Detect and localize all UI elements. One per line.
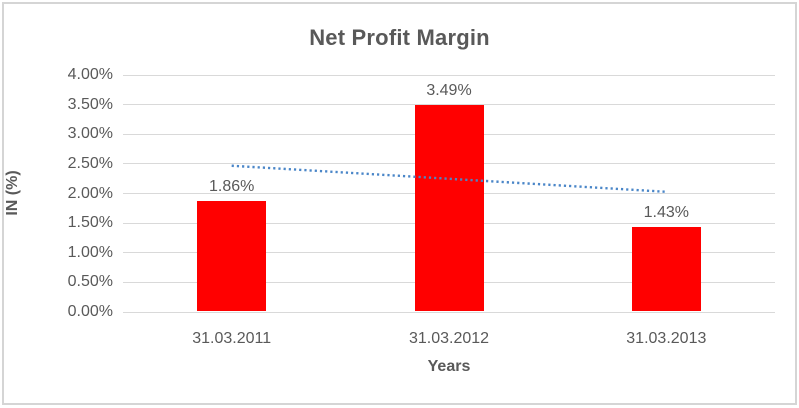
bar-31.03.2011 — [197, 201, 267, 312]
gridline — [123, 104, 775, 106]
y-tick-label: 3.00% — [67, 125, 113, 143]
bar-data-label: 1.86% — [208, 178, 255, 196]
bar-31.03.2012 — [414, 104, 484, 312]
x-category-label: 31.03.2011 — [192, 330, 272, 347]
y-tick-label: 2.50% — [67, 154, 113, 172]
y-tick-label: 1.50% — [67, 214, 113, 232]
bar-31.03.2013 — [631, 226, 701, 312]
chart-title: Net Profit Margin — [309, 25, 490, 50]
y-tick-label: 3.50% — [67, 95, 113, 113]
gridline — [123, 74, 775, 76]
y-axis-title: IN (%) — [4, 170, 21, 216]
x-axis-title: Years — [427, 358, 471, 375]
y-tick-label: 2.00% — [67, 184, 113, 202]
bar-data-label: 3.49% — [426, 81, 472, 99]
y-tick-label: 0.00% — [67, 303, 113, 320]
bar-data-label: 1.43% — [643, 203, 690, 221]
y-tick-label: 0.50% — [67, 273, 113, 291]
gridline — [123, 311, 775, 313]
x-category-label: 31.03.2013 — [626, 330, 707, 347]
y-tick-label: 4.00% — [67, 66, 113, 83]
x-category-label: 31.03.2012 — [408, 330, 490, 347]
y-tick-label: 1.00% — [67, 243, 113, 261]
